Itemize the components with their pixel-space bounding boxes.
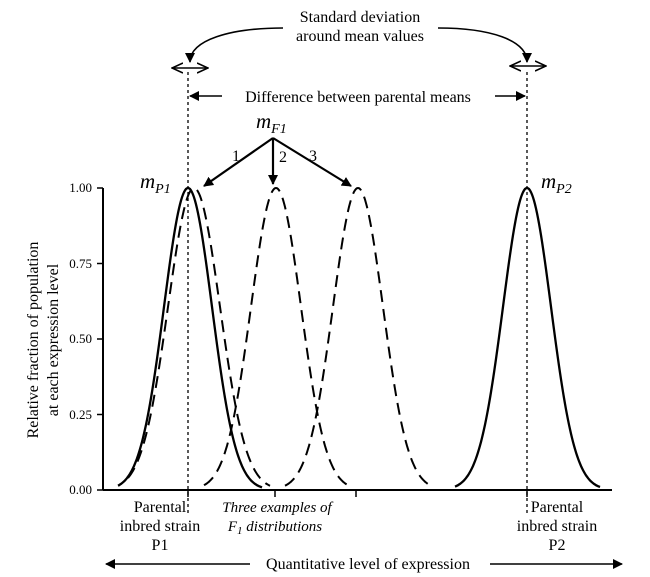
f1-label-line1: Three examples of (222, 500, 333, 516)
curve-f1-example-1 (127, 186, 271, 487)
distribution-curves (117, 186, 601, 489)
y-axis-label-line1: Relative fraction of population (25, 242, 42, 439)
y-tick-label: 0.00 (69, 482, 92, 497)
f1-arrow-3 (272, 137, 352, 187)
y-ticks: 1.00 0.75 0.50 0.25 0.00 (69, 180, 103, 497)
curve-p2 (454, 186, 601, 489)
p1-label-line1: Parental (134, 499, 187, 516)
mp2-label: mP2 (541, 169, 572, 197)
curve-f1-example-2 (203, 186, 351, 488)
x-axis-label: Quantitative level of expression (266, 556, 470, 573)
x-ticks (187, 490, 528, 497)
mp1-label: mP1 (140, 169, 171, 197)
p2-label-line2: inbred strain (517, 518, 597, 535)
curve-f1-example-3 (284, 186, 431, 487)
p2-label-line3: P2 (549, 537, 566, 554)
p1-label-line3: P1 (152, 537, 169, 554)
y-tick-label: 0.50 (69, 331, 92, 346)
y-tick-label: 0.75 (69, 256, 92, 271)
std-dev-arc-left (185, 27, 284, 63)
y-tick-label: 0.25 (69, 407, 92, 422)
y-axis-label-line2: at each expression level (45, 263, 62, 416)
std-dev-label-line1: Standard deviation (300, 9, 420, 26)
f1-arrow-3-label: 3 (309, 148, 317, 165)
std-dev-arc-right (437, 27, 532, 63)
f1-label-line2: F1 distributions (227, 519, 322, 537)
p1-label-line2: inbred strain (120, 518, 200, 535)
p2-label-line1: Parental (531, 499, 584, 516)
y-tick-label: 1.00 (69, 180, 92, 195)
std-dev-label-line2: around mean values (296, 28, 424, 45)
mf1-label: mF1 (256, 109, 287, 137)
f1-arrow-1 (203, 137, 274, 187)
curve-p1 (117, 186, 263, 489)
f1-arrow-1-label: 1 (232, 148, 240, 165)
parental-difference-label: Difference between parental means (245, 89, 471, 106)
f1-arrow-2-label: 2 (279, 149, 287, 166)
